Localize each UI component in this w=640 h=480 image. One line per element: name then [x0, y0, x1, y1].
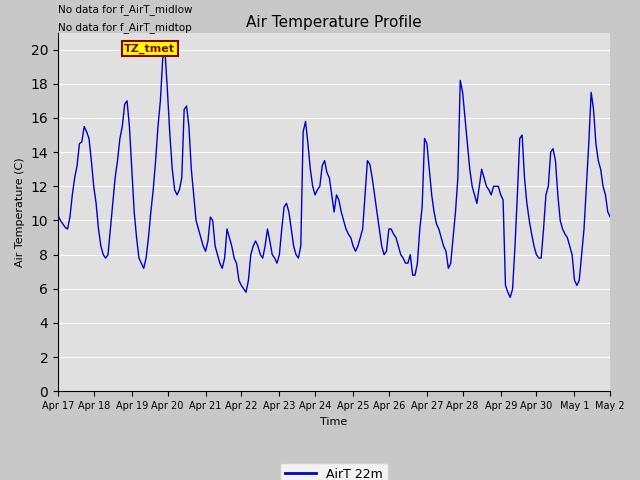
Title: Air Temperature Profile: Air Temperature Profile	[246, 15, 422, 30]
X-axis label: Time: Time	[321, 417, 348, 427]
Text: TZ_tmet: TZ_tmet	[124, 43, 175, 54]
Legend: AirT 22m: AirT 22m	[280, 463, 388, 480]
Text: No data for f_AirT_midtop: No data for f_AirT_midtop	[58, 22, 192, 33]
Y-axis label: Air Temperature (C): Air Temperature (C)	[15, 157, 25, 267]
Text: No data for f_AirT_midlow: No data for f_AirT_midlow	[58, 4, 193, 15]
